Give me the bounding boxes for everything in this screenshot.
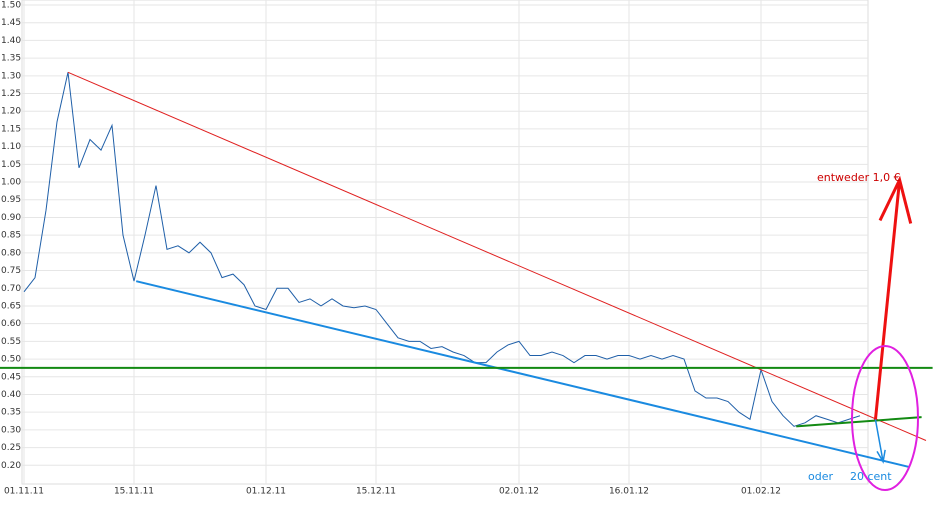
y-tick-label: 1.45 — [1, 18, 21, 28]
y-tick-label: 0.40 — [1, 390, 21, 400]
y-tick-label: 0.80 — [1, 248, 21, 258]
x-tick-label: 01.11.11 — [4, 487, 44, 497]
y-tick-label: 0.75 — [1, 266, 21, 276]
y-tick-label: 0.45 — [1, 372, 21, 382]
plot-area — [21, 0, 869, 485]
y-tick-label: 1.30 — [1, 71, 21, 81]
trend-line — [796, 416, 922, 428]
y-tick-label: 0.85 — [1, 231, 21, 241]
y-tick-label: 1.50 — [1, 1, 21, 11]
y-tick-label: 1.05 — [1, 160, 21, 170]
marks: entweder 1,0 € oder 20 cent — [0, 71, 933, 483]
y-tick-label: 0.30 — [1, 425, 21, 435]
y-tick-label: 0.25 — [1, 443, 21, 453]
annotation: oder — [808, 470, 833, 483]
x-tick-label: 15.11.11 — [114, 487, 154, 497]
y-tick-label: 0.65 — [1, 301, 21, 311]
trend-line — [135, 280, 910, 469]
y-tick-label: 1.00 — [1, 178, 21, 188]
y-tick-label: 1.40 — [1, 36, 21, 46]
arrow — [874, 419, 886, 464]
x-tick-label: 01.12.11 — [246, 487, 286, 497]
y-tick-label: 0.50 — [1, 355, 21, 365]
annotation: entweder 1,0 € — [817, 171, 901, 184]
y-tick-label: 1.25 — [1, 89, 21, 99]
x-tick-label: 15.12.11 — [356, 487, 396, 497]
trend-line — [67, 71, 927, 441]
x-tick-label: 16.01.12 — [609, 487, 649, 497]
y-tick-label: 1.10 — [1, 142, 21, 152]
y-tick-label: 1.20 — [1, 107, 21, 117]
y-tick-label: 0.95 — [1, 195, 21, 205]
y-tick-label: 0.90 — [1, 213, 21, 223]
y-tick-label: 0.55 — [1, 337, 21, 347]
annotation: 20 cent — [850, 470, 892, 483]
x-tick-label: 01.02.12 — [741, 487, 781, 497]
y-tick-label: 1.15 — [1, 124, 21, 134]
x-tick-label: 02.01.12 — [499, 487, 539, 497]
y-tick-label: 0.20 — [1, 461, 21, 471]
y-tick-label: 0.35 — [1, 408, 21, 418]
price-line — [23, 72, 861, 427]
y-tick-label: 1.35 — [1, 54, 21, 64]
highlight-ellipse — [851, 345, 919, 491]
y-tick-label: 0.60 — [1, 319, 21, 329]
y-tick-label: 0.70 — [1, 284, 21, 294]
arrow — [873, 175, 913, 421]
